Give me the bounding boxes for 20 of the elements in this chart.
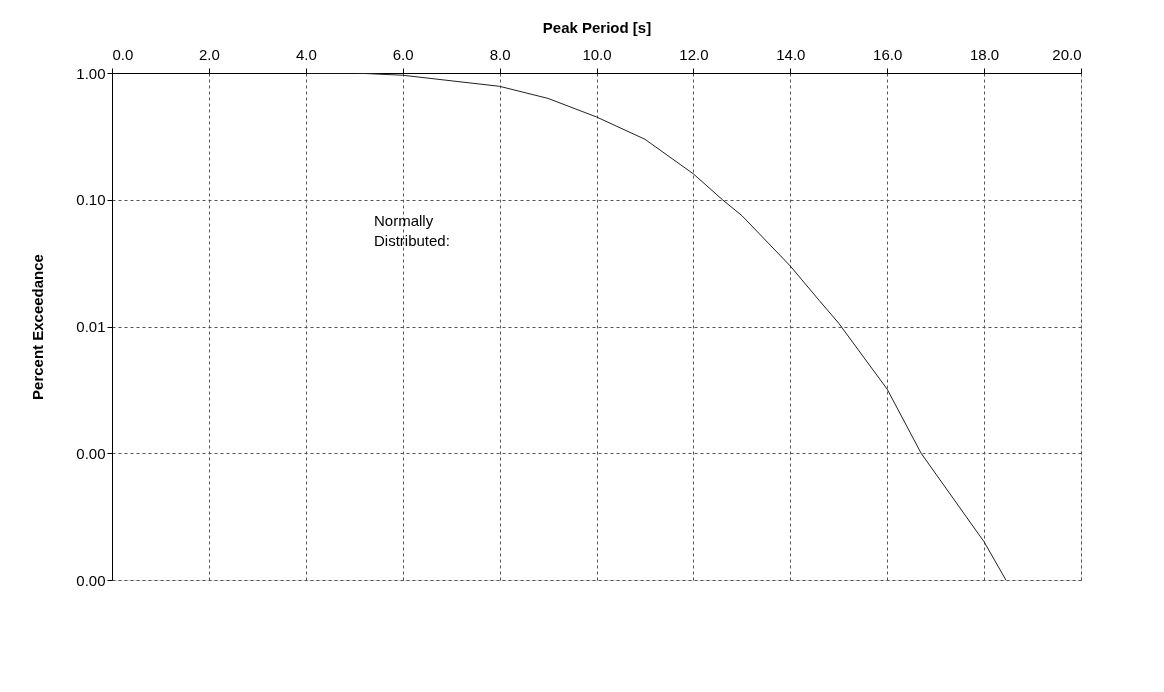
y-tick-label: 0.00	[76, 444, 106, 462]
y-tick-label: 1.00	[76, 64, 106, 82]
x-tick-label: 8.0	[489, 45, 511, 63]
x-axis-title: Peak Period [s]	[542, 18, 652, 36]
x-tick-label: 10.0	[582, 45, 612, 63]
y-tick-label: 0.10	[76, 191, 106, 209]
x-tick-label: 12.0	[679, 45, 709, 63]
x-tick-label: 14.0	[776, 45, 806, 63]
y-tick-label: 0.01	[76, 318, 106, 335]
x-tick-label: 18.0	[970, 45, 1000, 63]
x-tick-label: 16.0	[873, 45, 903, 63]
x-tick-label: 0.0	[112, 45, 134, 63]
annotation: Normally Distributed:	[374, 212, 450, 249]
x-tick-label: 4.0	[295, 45, 317, 63]
x-tick-label: 20.0	[1052, 45, 1082, 63]
y-tick-label: 0.00	[76, 571, 106, 589]
y-axis-title: Percent Exceedance	[29, 254, 47, 400]
x-tick-label: 2.0	[198, 45, 220, 63]
line-series	[305, 73, 1007, 580]
x-tick-label: 6.0	[392, 45, 414, 63]
